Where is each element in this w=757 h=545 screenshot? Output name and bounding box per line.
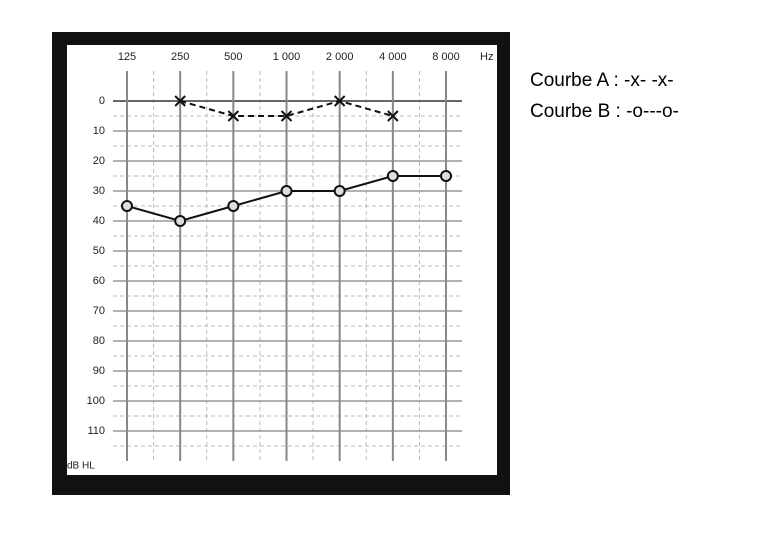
x-tick-label: 125 <box>118 51 136 63</box>
x-tick-label: 2 000 <box>326 51 354 63</box>
y-tick-label: 10 <box>93 125 105 137</box>
legend-entry: Courbe B : -o---o- <box>530 101 679 122</box>
y-tick-label: 90 <box>93 365 105 377</box>
series-line <box>179 99 394 117</box>
x-tick-label: 8 000 <box>432 51 460 63</box>
x-marker <box>174 95 186 107</box>
y-tick-label: 110 <box>87 425 105 437</box>
plot-background <box>67 45 497 475</box>
x-marker <box>333 95 346 107</box>
y-tick-label: 60 <box>93 275 105 287</box>
x-tick-label: 500 <box>224 51 242 63</box>
y-tick-label: 100 <box>87 395 105 407</box>
x-marker <box>387 110 399 122</box>
x-unit-label: Hz <box>480 51 493 63</box>
x-tick-label: 250 <box>171 51 189 63</box>
o-marker <box>333 185 346 197</box>
o-marker <box>174 215 187 227</box>
x-marker <box>227 110 240 122</box>
y-tick-label: 50 <box>93 245 105 257</box>
y-tick-label: 80 <box>93 335 105 347</box>
legend-entry: Courbe A : -x- -x- <box>530 70 674 91</box>
y-unit-label: dB HL <box>67 461 95 472</box>
o-marker <box>227 200 240 212</box>
o-marker <box>440 170 453 182</box>
x-tick-label: 4 000 <box>379 51 407 63</box>
o-marker <box>121 200 133 212</box>
x-marker <box>280 110 293 122</box>
o-marker <box>280 185 293 197</box>
y-tick-label: 0 <box>99 95 105 107</box>
y-tick-label: 40 <box>93 215 105 227</box>
x-tick-label: 1 000 <box>273 51 301 63</box>
y-tick-label: 70 <box>93 305 105 317</box>
y-tick-label: 20 <box>93 155 105 167</box>
o-marker <box>386 170 399 182</box>
y-tick-label: 30 <box>93 185 105 197</box>
